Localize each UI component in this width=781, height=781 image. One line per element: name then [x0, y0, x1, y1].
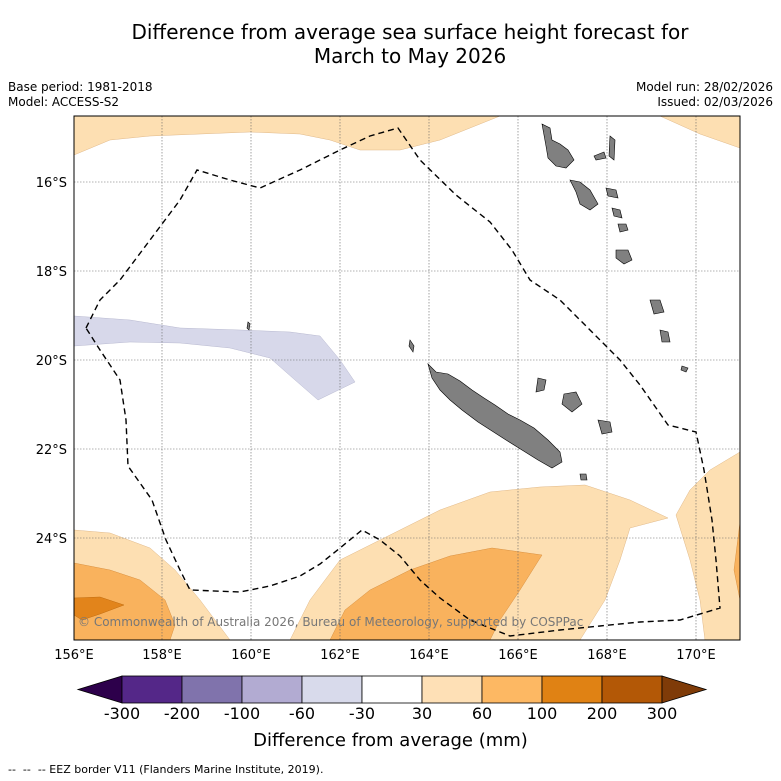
colorbar-extend-low: [76, 675, 123, 704]
anomaly-mid-orange-southwest: [74, 562, 176, 640]
land-epi: [611, 207, 623, 219]
lat-label-24s: 24°S: [36, 532, 67, 547]
meta-left: Base period: 1981-2018 Model: ACCESS-S2: [8, 80, 153, 110]
footnote-legend-symbol: -- --: [8, 763, 38, 776]
land-erromango: [615, 249, 633, 265]
land-isle-of-pines: [579, 473, 588, 481]
lon-label-164e: 164°E: [409, 648, 449, 663]
land-pentecost: [605, 187, 619, 199]
colorbar-tick-label: 200: [586, 704, 618, 723]
land-small-islet-west: [246, 321, 251, 331]
eez-border: [85, 127, 721, 637]
colorbar-tick-label: -300: [103, 704, 141, 723]
colorbar-bin-5: [361, 675, 423, 704]
colorbar-bin-7: [481, 675, 543, 704]
lat-label-22s: 22°S: [36, 443, 67, 458]
base-period: Base period: 1981-2018: [8, 80, 153, 94]
colorbar-tick-label: 60: [471, 704, 493, 723]
land-tanna: [649, 299, 665, 315]
eez-footnote: -- -- -- EEZ border V11 (Flanders Marine…: [8, 763, 323, 776]
colorbar-tick-label: 100: [526, 704, 558, 723]
colorbar-bin-9: [601, 675, 663, 704]
map-frame: [73, 115, 741, 641]
land-efate: [617, 223, 629, 233]
colorbar-title: Difference from average (mm): [253, 730, 528, 751]
colorbar-tick-label: 300: [646, 704, 678, 723]
lon-label-166e: 166°E: [498, 648, 538, 663]
land-new-caledonia-islet-n: [408, 339, 415, 353]
lon-label-170e: 170°E: [676, 648, 716, 663]
lat-label-20s: 20°S: [36, 354, 67, 369]
land-malakula: [569, 179, 599, 211]
map-plot-area: © Commonwealth of Australia 2026, Bureau…: [74, 116, 740, 640]
colorbar-bin-2: [181, 675, 243, 704]
colorbar-tick-label: -100: [223, 704, 261, 723]
colorbar-extend-high: [661, 675, 708, 704]
anomaly-mid-orange-east-edge: [733, 521, 740, 601]
lat-label-18s: 18°S: [36, 265, 67, 280]
anomaly-light-orange-north: [74, 116, 501, 156]
anomaly-light-orange-northeast: [659, 116, 740, 149]
colorbar-bin-8: [541, 675, 603, 704]
title-line-2: March to May 2026: [313, 44, 507, 68]
lon-label-158e: 158°E: [142, 648, 182, 663]
land-small-islet-east: [680, 365, 689, 373]
colorbar-bin-4: [301, 675, 363, 704]
lat-label-16s: 16°S: [36, 176, 67, 191]
land-aneityum: [659, 329, 671, 343]
colorbar-tick-label: -30: [348, 704, 376, 723]
colorbar-bin-1: [121, 675, 183, 704]
chart-title: Difference from average sea surface heig…: [60, 20, 760, 68]
lon-label-162e: 162°E: [320, 648, 360, 663]
anomaly-light-orange-east: [675, 451, 740, 640]
latitude-labels: 16°S 18°S 20°S 22°S 24°S: [36, 176, 67, 547]
lon-label-160e: 160°E: [231, 648, 271, 663]
anomaly-dark-orange: [74, 596, 125, 621]
lon-label-156e: 156°E: [54, 648, 94, 663]
land-mare: [597, 419, 613, 435]
land-new-caledonia: [427, 362, 563, 469]
longitude-labels: 156°E 158°E 160°E 162°E 164°E 166°E 168°…: [54, 648, 716, 663]
anomaly-light-purple: [74, 315, 356, 401]
model-run: Model run: 28/02/2026: [635, 80, 773, 94]
attribution: © Commonwealth of Australia 2026, Bureau…: [78, 615, 583, 629]
land-maewo: [608, 135, 616, 161]
colorbar-bin-3: [241, 675, 303, 704]
colorbar: [76, 675, 708, 704]
lon-label-168e: 168°E: [587, 648, 627, 663]
land-espiritu-santo: [541, 123, 575, 169]
colorbar-tick-label: -60: [288, 704, 316, 723]
model-name: Model: ACCESS-S2: [8, 95, 120, 109]
colorbar-tick-label: 30: [411, 704, 433, 723]
land-ouvea: [535, 377, 547, 393]
footnote-text: -- EEZ border V11 (Flanders Marine Insti…: [37, 763, 324, 776]
meta-right: Model run: 28/02/2026 Issued: 02/03/2026: [636, 80, 773, 110]
land-ambae: [593, 151, 607, 161]
colorbar-bin-6: [421, 675, 483, 704]
title-line-1: Difference from average sea surface heig…: [131, 20, 689, 44]
graticule: [74, 116, 740, 640]
issued-date: Issued: 02/03/2026: [657, 95, 773, 109]
colorbar-tick-label: -200: [163, 704, 201, 723]
land-lifou: [561, 391, 583, 413]
